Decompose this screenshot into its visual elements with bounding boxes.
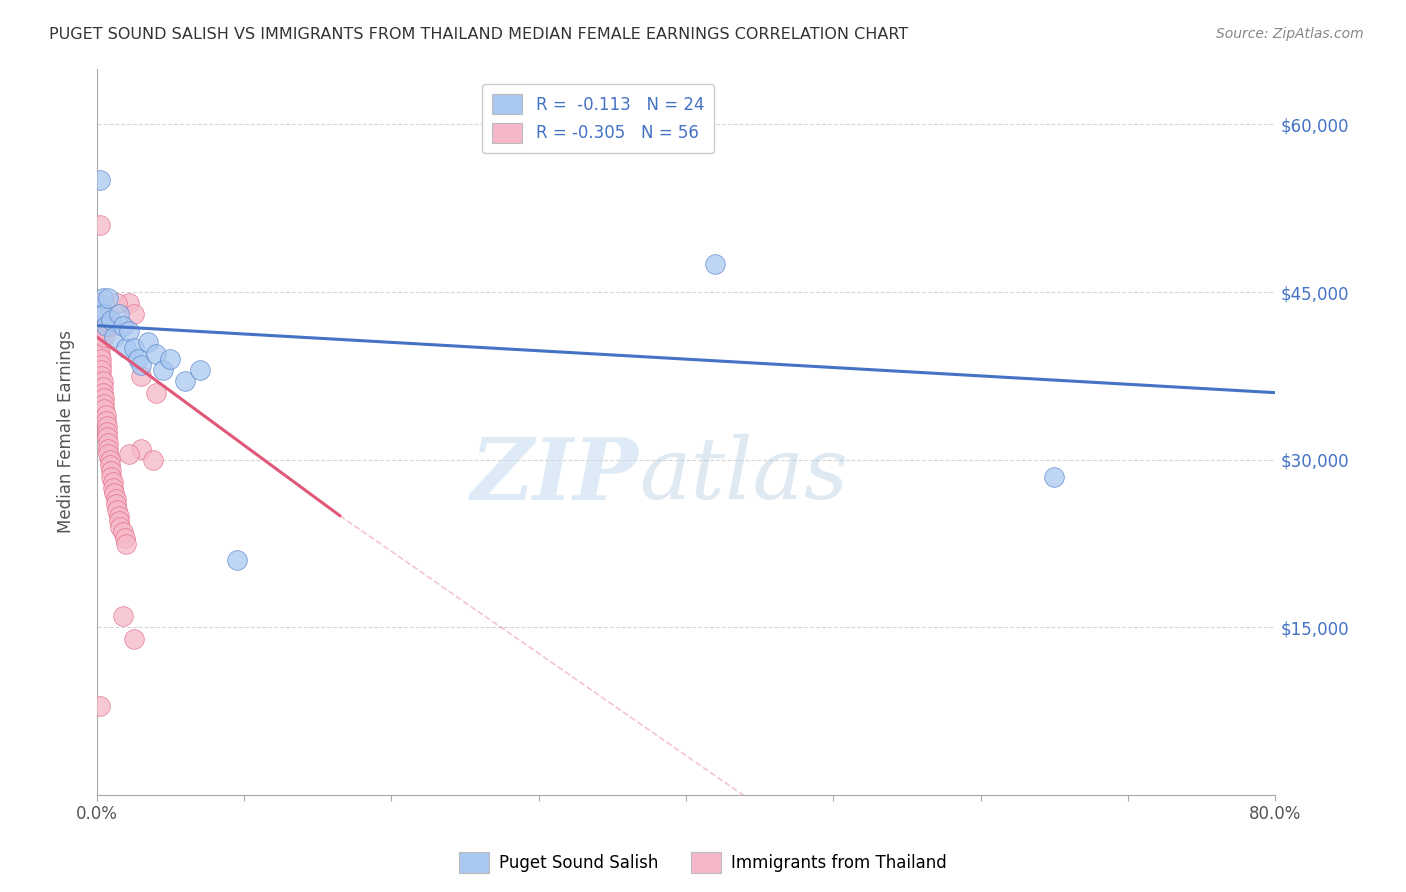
Point bbox=[108, 514, 131, 528]
Point bbox=[112, 318, 135, 333]
Point bbox=[122, 341, 145, 355]
Point bbox=[118, 296, 141, 310]
Point bbox=[91, 375, 114, 389]
Point bbox=[89, 335, 111, 350]
Point bbox=[129, 358, 152, 372]
Point bbox=[704, 257, 727, 271]
Point bbox=[136, 335, 159, 350]
Point bbox=[122, 307, 145, 321]
Point bbox=[129, 368, 152, 383]
Point bbox=[96, 430, 118, 444]
Point bbox=[89, 173, 111, 187]
Text: PUGET SOUND SALISH VS IMMIGRANTS FROM THAILAND MEDIAN FEMALE EARNINGS CORRELATIO: PUGET SOUND SALISH VS IMMIGRANTS FROM TH… bbox=[49, 27, 908, 42]
Point bbox=[98, 452, 121, 467]
Point bbox=[225, 553, 247, 567]
Point bbox=[97, 436, 120, 450]
Point bbox=[91, 380, 114, 394]
Point bbox=[145, 346, 167, 360]
Point bbox=[93, 391, 115, 405]
Point bbox=[89, 346, 111, 360]
Point bbox=[90, 368, 112, 383]
Y-axis label: Median Female Earnings: Median Female Earnings bbox=[58, 330, 75, 533]
Point bbox=[115, 341, 138, 355]
Point bbox=[159, 352, 181, 367]
Point bbox=[89, 341, 111, 355]
Point bbox=[94, 318, 117, 333]
Point bbox=[103, 330, 125, 344]
Point bbox=[93, 397, 115, 411]
Point bbox=[174, 375, 197, 389]
Point bbox=[101, 481, 124, 495]
Point bbox=[152, 363, 174, 377]
Point bbox=[89, 698, 111, 713]
Point bbox=[93, 330, 115, 344]
Point bbox=[91, 291, 114, 305]
Point bbox=[104, 498, 127, 512]
Point bbox=[96, 425, 118, 439]
Point bbox=[90, 358, 112, 372]
Point bbox=[91, 385, 114, 400]
Point bbox=[110, 520, 132, 534]
Point bbox=[105, 296, 128, 310]
Point bbox=[94, 408, 117, 422]
Point bbox=[108, 307, 131, 321]
Point bbox=[97, 447, 120, 461]
Text: atlas: atlas bbox=[638, 434, 848, 516]
Point bbox=[1043, 469, 1066, 483]
Point bbox=[108, 508, 131, 523]
Point bbox=[90, 352, 112, 367]
Point bbox=[115, 536, 138, 550]
Point bbox=[145, 385, 167, 400]
Legend: R =  -0.113   N = 24, R = -0.305   N = 56: R = -0.113 N = 24, R = -0.305 N = 56 bbox=[482, 84, 714, 153]
Point bbox=[100, 464, 122, 478]
Point bbox=[118, 324, 141, 338]
Point bbox=[87, 307, 110, 321]
Point bbox=[100, 318, 122, 333]
Point bbox=[98, 458, 121, 473]
Point bbox=[89, 330, 111, 344]
Point bbox=[87, 296, 110, 310]
Point bbox=[114, 531, 136, 545]
Point bbox=[129, 442, 152, 456]
Point bbox=[87, 301, 110, 316]
Point bbox=[93, 307, 115, 321]
Point bbox=[142, 452, 165, 467]
Point bbox=[96, 419, 118, 434]
Point bbox=[97, 291, 120, 305]
Legend: Puget Sound Salish, Immigrants from Thailand: Puget Sound Salish, Immigrants from Thai… bbox=[453, 846, 953, 880]
Point bbox=[112, 525, 135, 540]
Text: ZIP: ZIP bbox=[471, 434, 638, 517]
Point bbox=[118, 447, 141, 461]
Point bbox=[100, 313, 122, 327]
Point bbox=[100, 469, 122, 483]
Point bbox=[94, 414, 117, 428]
Point bbox=[87, 324, 110, 338]
Text: Source: ZipAtlas.com: Source: ZipAtlas.com bbox=[1216, 27, 1364, 41]
Point bbox=[105, 503, 128, 517]
Point bbox=[101, 475, 124, 489]
Point bbox=[112, 609, 135, 624]
Point bbox=[93, 402, 115, 417]
Point bbox=[97, 442, 120, 456]
Point bbox=[127, 352, 149, 367]
Point bbox=[90, 363, 112, 377]
Point bbox=[122, 632, 145, 646]
Point bbox=[103, 486, 125, 500]
Point bbox=[188, 363, 211, 377]
Point bbox=[104, 491, 127, 506]
Point bbox=[87, 318, 110, 333]
Point bbox=[89, 218, 111, 232]
